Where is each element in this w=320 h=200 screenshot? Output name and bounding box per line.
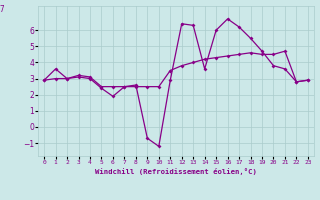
Text: 7: 7 bbox=[0, 5, 4, 14]
X-axis label: Windchill (Refroidissement éolien,°C): Windchill (Refroidissement éolien,°C) bbox=[95, 168, 257, 175]
